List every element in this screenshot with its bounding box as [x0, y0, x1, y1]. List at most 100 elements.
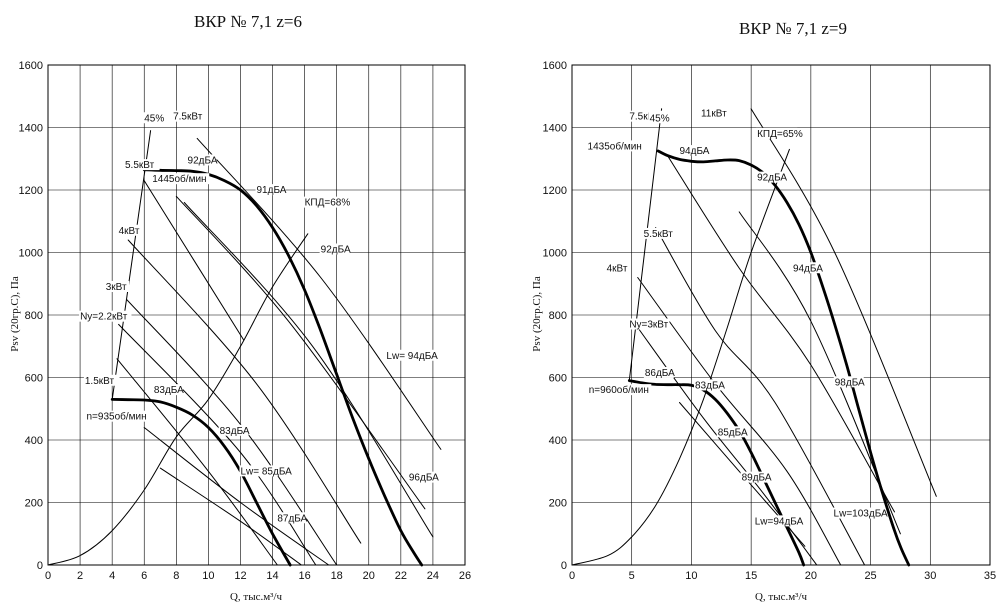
annotation-label: 5.5кВт	[644, 229, 674, 240]
plot-layer: 0 2 4 6 8 10 12 14 16 18 20 22 24 2602004006008001000…	[19, 60, 997, 582]
y-tick-label: 0	[561, 560, 567, 572]
annotation-bg	[218, 424, 249, 436]
annotation-label: 4кВт	[119, 226, 140, 237]
annotation-label: КПД=65%	[757, 129, 803, 140]
annotation-bg	[716, 426, 747, 438]
annotation-label: Lw=94дБА	[755, 516, 804, 527]
series-line-3	[628, 108, 663, 382]
chart-right-ylabel: Psv (20гр.С), Па	[531, 276, 543, 352]
annotation-bg	[104, 281, 130, 292]
annotation-bg	[628, 110, 664, 122]
annotation-label: 45%	[144, 113, 164, 124]
annotation-bg	[83, 374, 120, 386]
annotation-bg	[756, 127, 798, 139]
annotation-label: 7.5кВт	[173, 112, 203, 123]
annotation-label: 92дБА	[321, 245, 351, 256]
annotation-label: Lw= 94дБА	[386, 351, 438, 362]
y-tick-label: 1000	[543, 248, 567, 260]
annotation-bg	[152, 384, 183, 396]
y-tick-label: 1600	[543, 60, 567, 72]
annotation-bg	[123, 159, 160, 171]
x-tick-label: 14	[266, 570, 278, 582]
annotation-label: Lw=103дБА	[834, 509, 888, 520]
x-tick-label: 10	[202, 570, 214, 582]
annotation-bg	[255, 184, 286, 196]
annotation-bg	[791, 262, 822, 274]
annotation-bg	[117, 224, 142, 236]
x-tick-label: 35	[984, 570, 996, 582]
x-tick-label: 10	[685, 570, 697, 582]
plot-frame	[571, 64, 991, 566]
series-line-7	[637, 277, 842, 566]
annotation-bg	[385, 349, 438, 361]
annotation-bg	[303, 196, 345, 208]
annotation-bg	[85, 410, 150, 422]
y-tick-label: 400	[549, 435, 567, 447]
annotation-label: n=935об/мин	[86, 411, 146, 423]
annotation-label: 94дБА	[679, 146, 709, 157]
chart-left-ylabel: Psv (20гр.С), Па	[9, 276, 21, 352]
annotation-label: 5.5кВт	[125, 160, 155, 171]
annotation-bg	[642, 227, 679, 239]
y-tick-label: 400	[25, 435, 43, 447]
x-tick-label: 0	[45, 570, 51, 582]
annotation-bg	[832, 507, 885, 519]
annotation-bg	[699, 107, 730, 119]
annotation-bg	[586, 140, 645, 152]
annotation-label: 92дБА	[188, 155, 218, 166]
annotation-bg	[79, 310, 132, 322]
x-tick-label: 6	[141, 570, 147, 582]
x-tick-label: 12	[234, 570, 246, 582]
y-tick-label: 200	[25, 498, 43, 510]
annotation-bg	[276, 512, 307, 524]
annotation-label: 1.5кВт	[85, 376, 115, 387]
series-line-10	[679, 402, 806, 547]
x-tick-label: 18	[331, 570, 343, 582]
series-line-2	[571, 148, 790, 566]
series-line-12	[143, 427, 330, 566]
annotation-label: 83дБА	[695, 380, 725, 391]
y-tick-label: 200	[549, 498, 567, 510]
series-line-1	[110, 398, 292, 567]
annotation-label: 94дБА	[793, 263, 823, 274]
annotation-bg	[319, 243, 350, 255]
annotation-label: Lw= 85дБА	[240, 466, 292, 477]
y-tick-label: 800	[25, 310, 43, 322]
chart-right-xlabel: Q, тыс.м³/ч	[755, 591, 808, 603]
annotation-bg	[151, 173, 210, 185]
y-tick-label: 800	[549, 310, 567, 322]
chart-1: 0 5 10 15 20 25 30 35 0 200 400 600 800 1000 1200 1400 1…	[543, 60, 997, 582]
x-tick-label: 25	[864, 570, 876, 582]
series-line-7	[126, 298, 338, 566]
y-tick-label: 600	[549, 373, 567, 385]
y-tick-label: 1600	[19, 60, 43, 72]
annotation-label: 11кВт	[701, 109, 727, 120]
annotation-label: n=960об/мин	[589, 384, 649, 396]
annotation-bg	[239, 465, 292, 477]
annotation-bg	[587, 384, 652, 396]
annotation-label: 92дБА	[757, 173, 787, 184]
chart-left-title: ВКР № 7,1 z=6	[194, 12, 302, 31]
annotation-label: 1435об/мин	[588, 140, 642, 152]
series-line-9	[738, 211, 901, 535]
annotation-label: 89дБА	[742, 473, 772, 484]
y-tick-label: 1200	[543, 185, 567, 197]
annotation-label: 3кВт	[106, 282, 127, 293]
x-tick-label: 2	[77, 570, 83, 582]
x-tick-label: 0	[569, 570, 575, 582]
annotation-bg	[648, 112, 668, 124]
x-tick-label: 8	[173, 570, 179, 582]
annotation-label: Ny=3кВт	[629, 320, 668, 331]
series-line-8	[118, 323, 317, 566]
x-tick-label: 20	[363, 570, 375, 582]
annotation-label: 45%	[650, 113, 670, 124]
annotation-bg	[678, 145, 709, 157]
annotation-label: 98дБА	[835, 377, 865, 388]
annotation-label: Ny=2.2кВт	[80, 312, 128, 323]
annotation-label: КПД=68%	[305, 198, 351, 209]
annotation-bg	[605, 262, 631, 274]
series-line-1	[627, 379, 806, 567]
series-line-10	[175, 195, 426, 510]
chart-right-title: ВКР № 7,1 z=9	[739, 19, 847, 38]
